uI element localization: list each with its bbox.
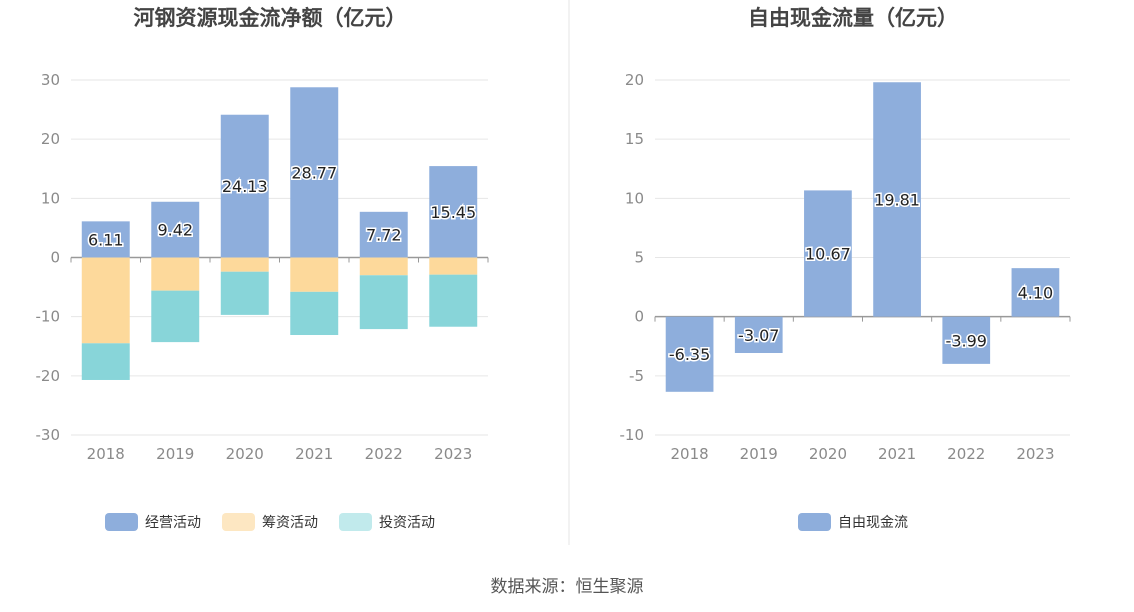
legend-label: 自由现金流: [838, 515, 908, 531]
bar-经营活动: [359, 211, 408, 258]
legend: 自由现金流: [798, 513, 908, 531]
x-tick-label: 2018: [87, 445, 125, 463]
bar-经营活动: [151, 201, 200, 258]
bar-自由现金流: [873, 82, 921, 317]
y-tick-label: 10: [41, 189, 60, 207]
legend-swatch: [222, 513, 255, 531]
bar-筹资活动: [151, 257, 200, 291]
y-tick-label: -5: [629, 367, 644, 385]
free-cash-flow-chart: 自由现金流量（亿元） 20 15 10 5 0 -5 -10 2018 2019 2020 2021…: [620, 6, 1071, 531]
x-tick-label: 2020: [226, 445, 264, 463]
bar-自由现金流: [942, 316, 991, 364]
bar-投资活动: [359, 275, 408, 330]
bar-筹资活动: [290, 257, 339, 292]
bar-自由现金流: [804, 190, 852, 317]
y-tick-label: 5: [634, 249, 644, 267]
bar-筹资活动: [220, 257, 269, 272]
bar-自由现金流: [665, 316, 714, 392]
bar-经营活动: [81, 221, 130, 258]
bar-value-label: -3.99: [946, 331, 987, 350]
legend-swatch: [798, 513, 831, 531]
data-source-note: 数据来源：恒生聚源: [491, 577, 644, 597]
legend-item[interactable]: 自由现金流: [798, 513, 908, 531]
y-tick-label: 20: [625, 71, 644, 89]
bar-投资活动: [290, 291, 339, 336]
bar-自由现金流: [1011, 268, 1060, 317]
bar-投资活动: [151, 290, 200, 343]
y-tick-label: -10: [36, 308, 61, 326]
bar-value-label: 19.81: [874, 190, 920, 209]
x-tick-label: 2019: [156, 445, 194, 463]
y-tick-label: 20: [41, 130, 60, 148]
chart-title: 河钢资源现金流净额（亿元）: [134, 6, 407, 30]
legend-item[interactable]: 筹资活动: [222, 513, 318, 531]
bar-value-label: 10.67: [805, 245, 851, 264]
bar-value-label: 6.11: [88, 230, 124, 249]
x-tick-label: 2023: [1016, 445, 1054, 463]
legend-item[interactable]: 经营活动: [105, 513, 201, 531]
y-tick-label: 0: [50, 249, 60, 267]
cash-flow-net-chart: 河钢资源现金流净额（亿元） 30 20 10 0 -10 -20 -30 2018 2019 20…: [36, 6, 489, 531]
x-tick-label: 2022: [365, 445, 403, 463]
bar-value-label: -6.35: [669, 345, 710, 364]
bar-经营活动: [290, 87, 339, 258]
bar-筹资活动: [359, 257, 408, 276]
legend-swatch: [339, 513, 372, 531]
bar-经营活动: [220, 114, 269, 258]
x-tick-label: 2023: [434, 445, 472, 463]
bar-投资活动: [81, 343, 130, 380]
x-tick-label: 2021: [878, 445, 916, 463]
y-tick-label: 10: [625, 189, 644, 207]
y-tick-label: 0: [634, 308, 644, 326]
bar-value-label: 9.42: [157, 221, 193, 240]
bar-投资活动: [220, 271, 269, 315]
x-tick-label: 2021: [295, 445, 333, 463]
bar-value-label: 7.72: [366, 226, 402, 245]
bar-筹资活动: [81, 257, 130, 344]
x-tick-label: 2022: [947, 445, 985, 463]
legend-label: 筹资活动: [262, 514, 318, 531]
legend-swatch: [105, 513, 138, 531]
x-tick-label: 2019: [740, 445, 778, 463]
y-tick-label: -10: [620, 426, 645, 444]
bar-自由现金流: [734, 316, 783, 353]
legend-label: 经营活动: [145, 515, 201, 531]
chart-title: 自由现金流量（亿元）: [748, 6, 958, 30]
bar-value-label: -3.07: [738, 326, 779, 345]
bar-投资活动: [429, 274, 478, 327]
y-tick-label: 15: [625, 130, 644, 148]
bar-value-label: 4.10: [1018, 283, 1054, 302]
x-tick-label: 2018: [670, 445, 708, 463]
legend: 经营活动 筹资活动 投资活动: [105, 513, 435, 531]
x-tick-label: 2020: [809, 445, 847, 463]
legend-item[interactable]: 投资活动: [339, 513, 435, 531]
y-tick-label: -30: [36, 426, 61, 444]
bar-value-label: 28.77: [291, 163, 337, 182]
legend-label: 投资活动: [379, 515, 435, 531]
bar-经营活动: [429, 166, 478, 258]
bar-筹资活动: [429, 257, 478, 275]
y-tick-label: -20: [36, 367, 61, 385]
y-tick-label: 30: [41, 71, 60, 89]
bar-value-label: 15.45: [430, 203, 476, 222]
bar-value-label: 24.13: [222, 177, 268, 196]
